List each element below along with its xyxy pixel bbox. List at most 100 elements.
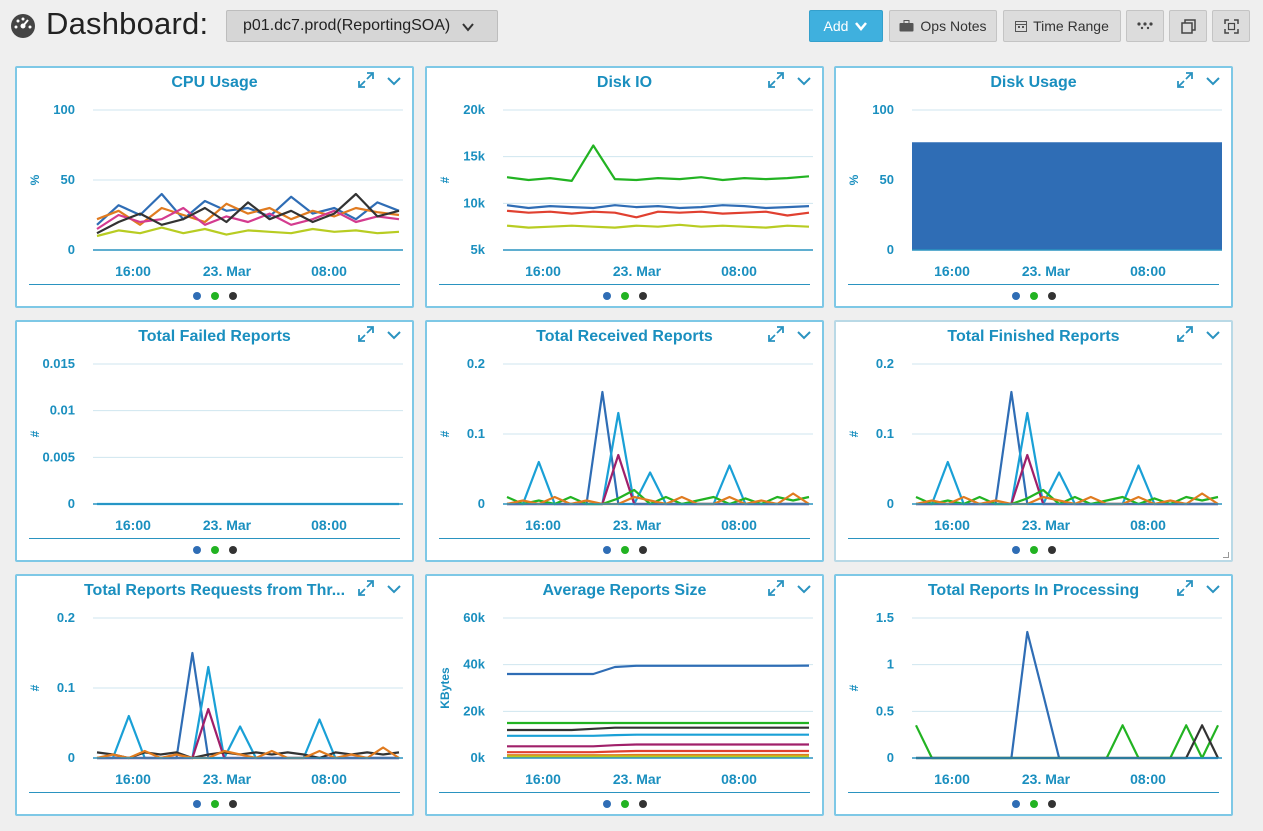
legend-pager	[17, 292, 412, 300]
line-series	[506, 223, 810, 229]
widget-panel[interactable]: Average Reports Size 60k 40k 20k 0k KBytes 16…	[425, 574, 824, 816]
more-options-button[interactable]	[1126, 10, 1164, 42]
expand-icon[interactable]	[1177, 72, 1193, 88]
legend-divider	[29, 538, 400, 539]
legend-pager	[836, 546, 1231, 554]
legend-page-dot[interactable]	[1029, 800, 1038, 808]
legend-page-dot[interactable]	[1047, 800, 1056, 808]
y-axis-unit-label: KBytes	[438, 667, 452, 709]
y-tick-label: 40k	[463, 657, 485, 672]
widget-panel[interactable]: Total Failed Reports 0.015 0.01 0.005 0 #16:…	[15, 320, 414, 562]
legend-page-dot[interactable]	[228, 292, 237, 300]
expand-icon[interactable]	[1177, 580, 1193, 596]
legend-page-dot[interactable]	[602, 546, 611, 554]
legend-page-dot[interactable]	[210, 800, 219, 808]
legend-page-dot[interactable]	[620, 800, 629, 808]
x-tick-label: 23. Mar	[203, 771, 252, 787]
legend-page-dot[interactable]	[602, 292, 611, 300]
line-series	[506, 209, 810, 219]
widget-panel[interactable]: Total Finished Reports 0.2 0.1 0 #16:00 23. …	[834, 320, 1233, 562]
chart-svg: 0.015 0.01 0.005 0 #16:00 23. Mar 08:00	[28, 356, 403, 533]
legend-page-dot[interactable]	[638, 292, 647, 300]
chevron-down-icon[interactable]	[386, 327, 402, 343]
legend-page-dot[interactable]	[192, 292, 201, 300]
legend-page-dot[interactable]	[1047, 546, 1056, 554]
chevron-down-icon[interactable]	[1205, 581, 1221, 597]
chevron-down-icon	[855, 22, 868, 31]
legend-divider	[29, 792, 400, 793]
legend-page-dot[interactable]	[620, 546, 629, 554]
legend-divider	[848, 792, 1219, 793]
widget-panel[interactable]: Disk IO 20k 15k 10k 5k #16:00 23. Mar 08:00	[425, 66, 824, 308]
expand-icon[interactable]	[1177, 326, 1193, 342]
y-axis-unit-label: %	[28, 174, 42, 185]
legend-page-dot[interactable]	[228, 546, 237, 554]
add-button-label: Add	[823, 18, 849, 34]
legend-pager	[17, 800, 412, 808]
legend-page-dot[interactable]	[210, 546, 219, 554]
legend-page-dot[interactable]	[1047, 292, 1056, 300]
widget-panel[interactable]: Total Reports In Processing 1.5 1 0.5 0 #16:…	[834, 574, 1233, 816]
line-series	[96, 746, 400, 760]
clone-dashboard-button[interactable]	[1169, 10, 1207, 42]
line-series	[506, 492, 810, 506]
widget-panel[interactable]: Total Reports Requests from Thr... 0.2 0.…	[15, 574, 414, 816]
expand-icon[interactable]	[358, 72, 374, 88]
chevron-down-icon[interactable]	[1205, 73, 1221, 89]
legend-page-dot[interactable]	[1011, 292, 1020, 300]
expand-icon[interactable]	[358, 326, 374, 342]
legend-page-dot[interactable]	[192, 546, 201, 554]
legend-page-dot[interactable]	[1029, 292, 1038, 300]
legend-page-dot[interactable]	[228, 800, 237, 808]
chevron-down-icon[interactable]	[796, 73, 812, 89]
y-tick-label: 0.1	[876, 426, 894, 441]
chevron-down-icon[interactable]	[796, 327, 812, 343]
y-tick-label: 0	[887, 750, 894, 765]
expand-icon[interactable]	[768, 72, 784, 88]
chevron-down-icon[interactable]	[796, 581, 812, 597]
x-tick-label: 08:00	[721, 771, 757, 787]
chevron-down-icon	[462, 23, 474, 32]
resize-handle[interactable]	[1223, 552, 1229, 558]
widget-panel[interactable]: Total Received Reports 0.2 0.1 0 #16:00 23. …	[425, 320, 824, 562]
x-tick-label: 16:00	[525, 771, 561, 787]
y-tick-label: 0.2	[57, 610, 75, 625]
legend-page-dot[interactable]	[1029, 546, 1038, 554]
y-axis-unit-label: #	[438, 176, 452, 183]
time-range-button[interactable]: Time Range	[1003, 10, 1121, 42]
x-tick-label: 16:00	[934, 771, 970, 787]
host-selector-dropdown[interactable]: p01.dc7.prod(ReportingSOA)	[226, 10, 498, 42]
add-button[interactable]: Add	[809, 10, 883, 42]
expand-icon[interactable]	[768, 326, 784, 342]
x-tick-label: 16:00	[934, 263, 970, 279]
legend-page-dot[interactable]	[620, 292, 629, 300]
chevron-down-icon[interactable]	[386, 73, 402, 89]
x-tick-label: 23. Mar	[613, 263, 662, 279]
y-tick-label: 0.015	[42, 356, 75, 371]
line-series	[916, 630, 1218, 760]
legend-page-dot[interactable]	[210, 292, 219, 300]
y-tick-label: 10k	[463, 195, 485, 210]
legend-page-dot[interactable]	[602, 800, 611, 808]
more-dots-icon	[1137, 22, 1153, 30]
ops-notes-button[interactable]: Ops Notes	[889, 10, 997, 42]
line-series	[507, 733, 809, 737]
widget-title: Total Failed Reports	[138, 328, 291, 345]
expand-icon[interactable]	[358, 580, 374, 596]
x-tick-label: 08:00	[1130, 263, 1166, 279]
legend-page-dot[interactable]	[1011, 800, 1020, 808]
legend-page-dot[interactable]	[638, 546, 647, 554]
legend-page-dot[interactable]	[1011, 546, 1020, 554]
chevron-down-icon[interactable]	[386, 581, 402, 597]
legend-divider	[848, 284, 1219, 285]
y-axis-unit-label: #	[28, 684, 42, 691]
legend-pager	[427, 546, 822, 554]
chevron-down-icon[interactable]	[1205, 327, 1221, 343]
expand-icon[interactable]	[768, 580, 784, 596]
legend-page-dot[interactable]	[192, 800, 201, 808]
widget-panel[interactable]: CPU Usage 100 50 0% 16:00 23. Mar 08:00	[15, 66, 414, 308]
y-tick-label: 20k	[463, 102, 485, 117]
legend-page-dot[interactable]	[638, 800, 647, 808]
widget-panel[interactable]: Disk Usage 100 50 0% 16:00 23. Mar 08:00	[834, 66, 1233, 308]
fullscreen-button[interactable]	[1212, 10, 1250, 42]
